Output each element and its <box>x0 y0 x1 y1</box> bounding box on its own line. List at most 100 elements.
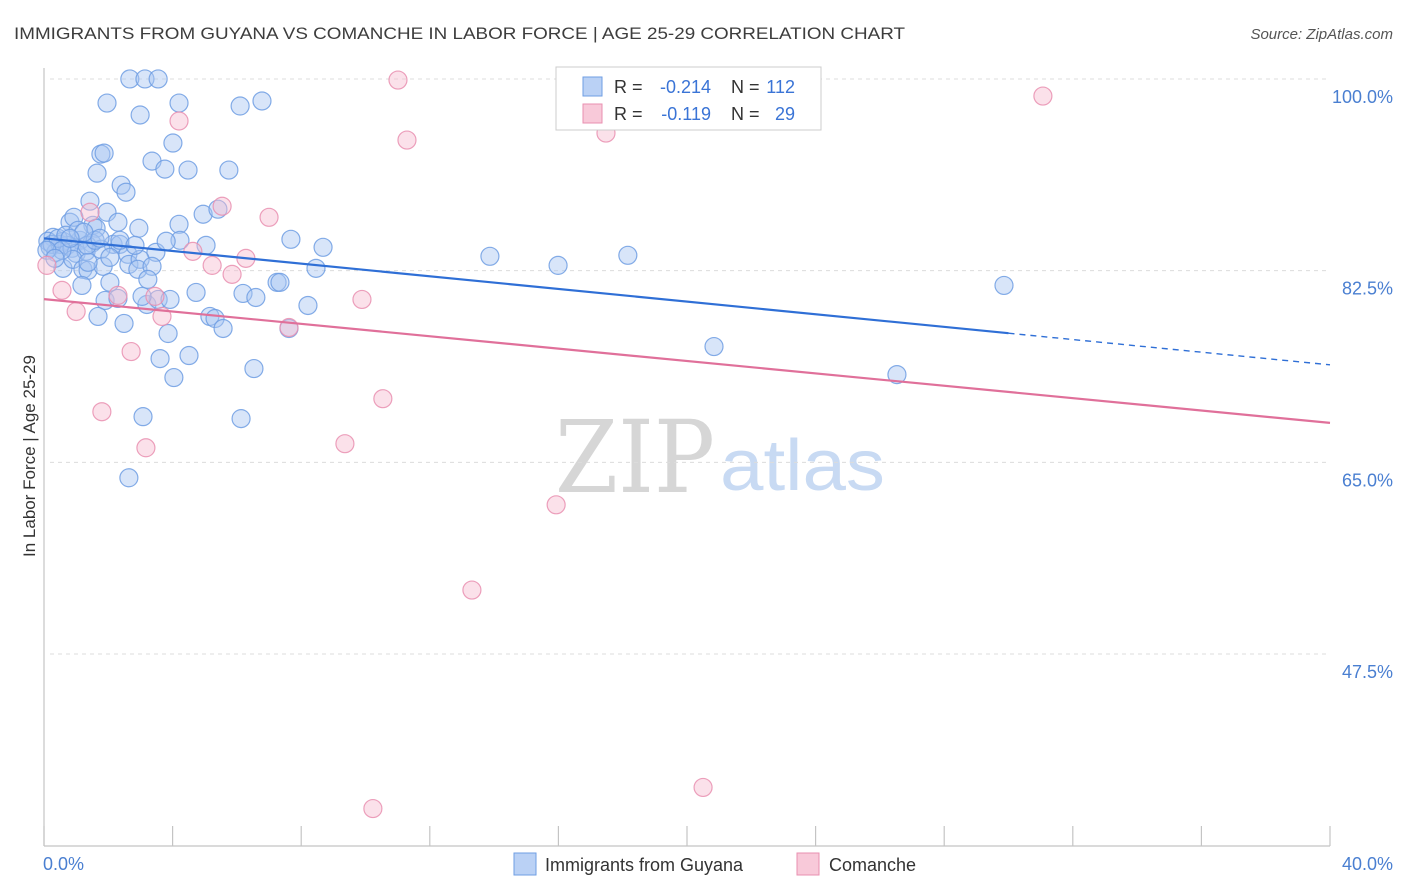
guyana-point <box>60 228 80 248</box>
comanche-point <box>212 196 232 216</box>
guyana-point <box>169 93 189 113</box>
guyana-point <box>133 407 153 427</box>
guyana-point <box>119 468 139 488</box>
guyana-point <box>231 409 251 429</box>
legend-row-guyana: R = -0.214 N = 112 <box>582 76 795 97</box>
x-tick-label-max: 40.0% <box>1342 854 1393 874</box>
guyana-point <box>480 246 500 266</box>
guyana-point <box>164 367 184 388</box>
guyana-point <box>138 269 158 290</box>
guyana-point <box>186 282 206 303</box>
comanche-point <box>397 130 417 150</box>
guyana-point <box>129 218 149 238</box>
comanche-point <box>121 341 141 362</box>
comanche-point <box>80 202 100 222</box>
guyana-point <box>205 308 225 329</box>
guyana-point <box>233 283 253 304</box>
guyana-point <box>88 306 108 327</box>
guyana-point <box>130 105 150 125</box>
watermark-zip: ZIP <box>555 399 715 516</box>
comanche-point <box>373 389 393 409</box>
comanche-point <box>136 438 156 458</box>
guyana-point <box>155 159 175 179</box>
guyana-point <box>78 252 98 272</box>
legend-swatch-comanche <box>582 103 603 124</box>
comanche-point <box>92 402 112 422</box>
comanche-point <box>52 280 72 300</box>
guyana-point <box>94 143 114 163</box>
legend-n-label: N = <box>731 77 760 97</box>
guyana-point <box>116 182 136 202</box>
guyana-point <box>270 272 290 292</box>
legend-n-value-guyana: 112 <box>766 77 795 97</box>
legend-r-label: R = <box>614 77 643 97</box>
guyana-point <box>45 248 65 268</box>
comanche-point <box>169 111 189 131</box>
comanche-point <box>388 70 408 90</box>
guyana-point <box>100 247 120 267</box>
guyana-point <box>158 323 178 344</box>
legend-n-value-comanche: 29 <box>775 104 795 124</box>
comanche-point <box>222 264 242 284</box>
guyana-point <box>120 69 140 89</box>
comanche-point <box>462 580 482 600</box>
guyana-point <box>72 275 92 296</box>
y-tick-labels: 100.0% 82.5% 65.0% 47.5% <box>1332 87 1393 682</box>
series-legend-swatch-guyana <box>513 852 537 876</box>
guyana-point <box>97 93 117 113</box>
watermark: ZIP atlas <box>555 399 885 516</box>
comanche-point <box>546 495 566 515</box>
series-legend-label-comanche: Comanche <box>829 855 916 875</box>
guyana-point <box>87 163 107 183</box>
guyana-point <box>125 235 145 255</box>
guyana-point <box>114 313 134 334</box>
y-tick-label: 100.0% <box>1332 87 1393 107</box>
guyana-point <box>994 275 1014 296</box>
x-tick-label-min: 0.0% <box>43 854 84 874</box>
guyana-point <box>179 345 199 366</box>
guyana-point <box>887 364 907 385</box>
guyana-point <box>128 259 148 279</box>
comanche-point <box>363 798 383 819</box>
guyana-point <box>548 255 568 275</box>
comanche-point <box>335 434 355 454</box>
comanche-point <box>66 301 86 322</box>
comanche-point <box>145 286 165 306</box>
scatter-points <box>37 69 1053 819</box>
guyana-point <box>170 230 190 250</box>
guyana-point <box>618 245 638 265</box>
chart-title: IMMIGRANTS FROM GUYANA VS COMANCHE IN LA… <box>14 24 905 43</box>
guyana-point <box>213 318 233 339</box>
legend-r-label: R = <box>614 104 643 124</box>
y-axis-title: In Labor Force | Age 25-29 <box>20 355 39 557</box>
correlation-legend: R = -0.214 N = 112 R = -0.119 N = 29 <box>555 66 822 131</box>
guyana-point <box>281 229 301 249</box>
comanche-point <box>108 285 128 305</box>
comanche-point <box>352 289 372 310</box>
comanche-point <box>1033 86 1053 106</box>
legend-n-label: N = <box>731 104 760 124</box>
guyana-point <box>150 348 170 369</box>
guyana-point <box>298 295 318 316</box>
guyana-point <box>252 91 272 111</box>
guyana-point <box>704 336 724 357</box>
y-tick-label: 82.5% <box>1342 279 1393 299</box>
guyana-point <box>119 254 139 274</box>
comanche-trend-line <box>43 298 1331 424</box>
guyana-point <box>313 237 333 257</box>
legend-swatch-guyana <box>582 76 603 97</box>
series-legend-swatch-comanche <box>796 852 820 876</box>
comanche-point <box>37 255 57 275</box>
guyana-point <box>135 69 155 89</box>
guyana-point <box>163 133 183 153</box>
legend-r-value-comanche: -0.119 <box>661 104 711 124</box>
series-legend-label-guyana: Immigrants from Guyana <box>545 855 744 875</box>
guyana-point <box>169 214 189 234</box>
gridlines <box>50 78 1330 655</box>
guyana-point <box>37 240 57 260</box>
legend-r-value-guyana: -0.214 <box>660 77 711 97</box>
guyana-point <box>306 258 326 278</box>
guyana-point <box>246 287 266 308</box>
trend-lines <box>43 237 1331 424</box>
guyana-point <box>148 69 168 89</box>
